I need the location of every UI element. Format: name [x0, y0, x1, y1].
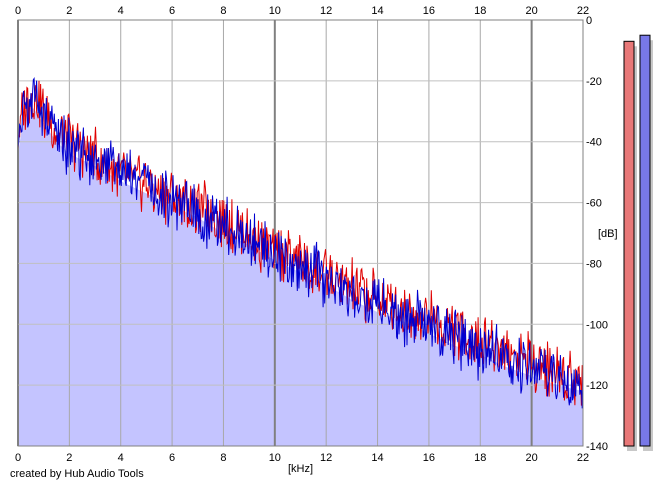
x-tick-top-10: 10: [269, 5, 281, 17]
x-tick-top-16: 16: [423, 5, 435, 17]
x-tick-bottom-2: 2: [66, 452, 72, 464]
series-line-2: [17, 77, 584, 409]
y-tick--60: -60: [586, 198, 602, 210]
x-tick-top-20: 20: [526, 5, 538, 17]
x-tick-bottom-12: 12: [320, 452, 332, 464]
x-tick-bottom-0: 0: [15, 452, 21, 464]
x-tick-top-6: 6: [169, 5, 175, 17]
x-tick-bottom-20: 20: [526, 452, 538, 464]
level-meter-1: [623, 40, 635, 447]
x-tick-top-2: 2: [66, 5, 72, 17]
x-tick-bottom-14: 14: [371, 452, 383, 464]
x-tick-top-22: 22: [577, 5, 589, 17]
y-tick--120: -120: [586, 380, 608, 392]
x-tick-top-14: 14: [371, 5, 383, 17]
spectrum-fill: [18, 108, 583, 447]
x-tick-top-4: 4: [118, 5, 124, 17]
y-tick-0: 0: [586, 15, 592, 27]
y-tick--40: -40: [586, 137, 602, 149]
y-tick--100: -100: [586, 319, 608, 331]
x-tick-bottom-10: 10: [269, 452, 281, 464]
x-tick-bottom-8: 8: [220, 452, 226, 464]
credit-text: created by Hub Audio Tools: [10, 468, 144, 480]
y-axis-label: [dB]: [598, 228, 618, 240]
x-tick-bottom-6: 6: [169, 452, 175, 464]
x-tick-bottom-18: 18: [474, 452, 486, 464]
level-meter-2: [639, 34, 651, 447]
x-tick-bottom-16: 16: [423, 452, 435, 464]
x-tick-top-0: 0: [15, 5, 21, 17]
plot-frame: [17, 19, 584, 447]
x-tick-bottom-22: 22: [577, 452, 589, 464]
x-axis-label: [kHz]: [288, 463, 313, 475]
x-tick-top-18: 18: [474, 5, 486, 17]
x-tick-top-8: 8: [220, 5, 226, 17]
x-tick-bottom-4: 4: [118, 452, 124, 464]
y-tick--80: -80: [586, 258, 602, 270]
y-tick--140: -140: [586, 441, 608, 453]
y-tick--20: -20: [586, 76, 602, 88]
x-tick-top-12: 12: [320, 5, 332, 17]
